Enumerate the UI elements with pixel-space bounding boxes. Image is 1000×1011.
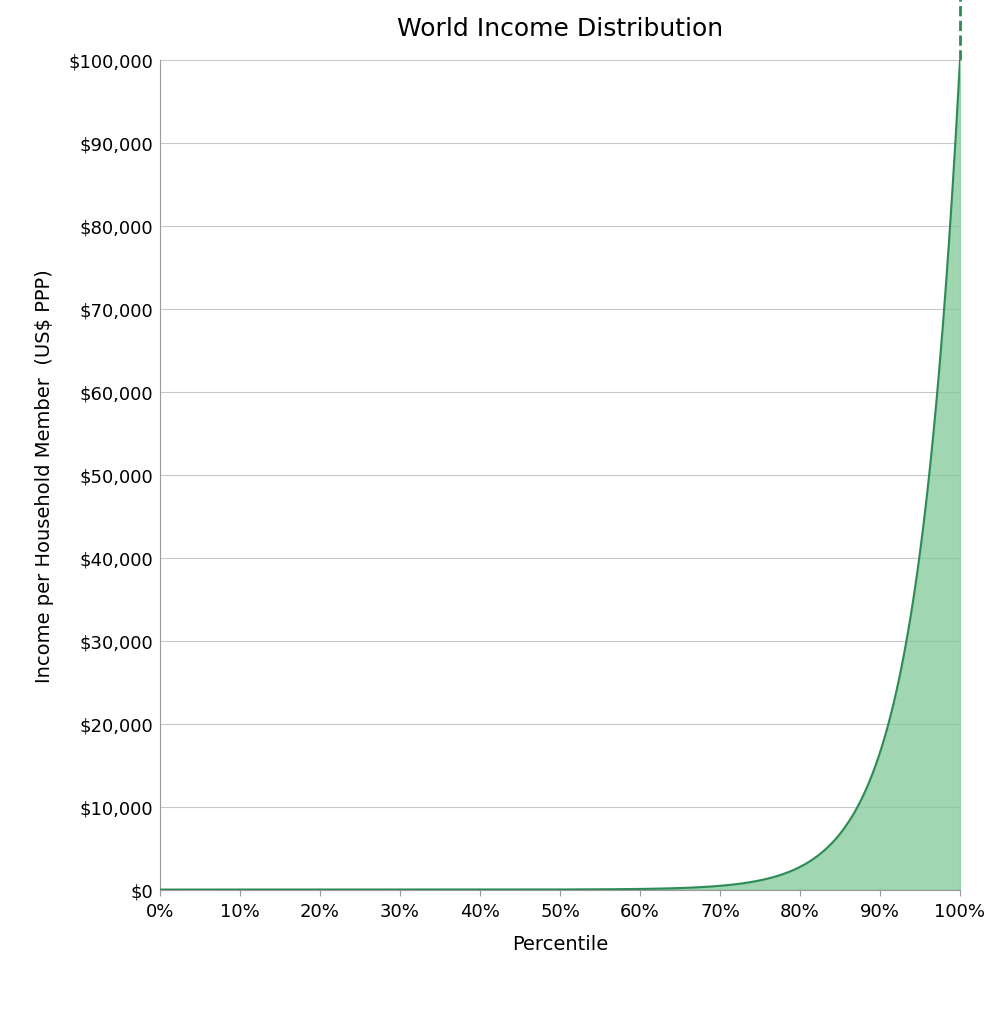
X-axis label: Percentile: Percentile xyxy=(512,934,608,953)
Title: World Income Distribution: World Income Distribution xyxy=(397,17,723,40)
Y-axis label: Income per Household Member  (US$ PPP): Income per Household Member (US$ PPP) xyxy=(35,269,54,681)
